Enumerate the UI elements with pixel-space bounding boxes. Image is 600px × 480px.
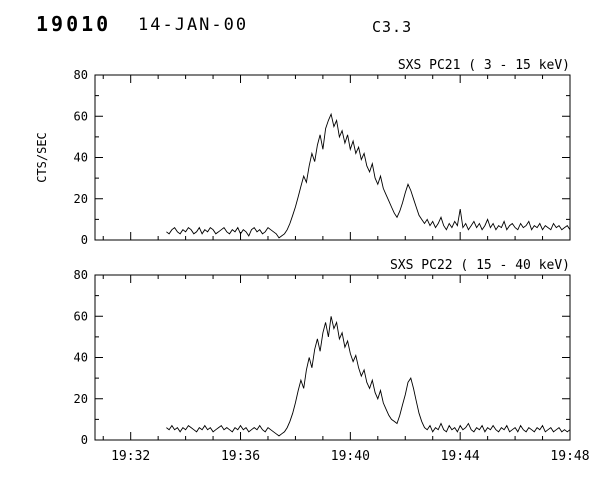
y-tick-label: 0 — [81, 433, 88, 447]
panel-title: SXS PC21 ( 3 - 15 keV) — [398, 58, 570, 73]
panel-frame — [94, 74, 571, 241]
y-tick-label: 60 — [74, 109, 88, 123]
lightcurve-pc21 — [166, 112, 571, 239]
y-tick-label: 60 — [74, 309, 88, 323]
lightcurve-pc22 — [166, 316, 571, 437]
x-tick-label: 19:48 — [550, 449, 589, 464]
x-tick-label: 19:36 — [221, 449, 260, 464]
y-tick-label: 0 — [81, 233, 88, 247]
y-tick-label: 20 — [74, 192, 88, 206]
panel-frame — [94, 274, 571, 441]
y-tick-label: 80 — [74, 68, 88, 82]
event-date: 14-JAN-00 — [138, 15, 249, 35]
event-id: 19010 — [36, 12, 112, 36]
goes-class: C3.3 — [372, 18, 413, 36]
y-tick-label: 40 — [74, 151, 88, 165]
panel-title: SXS PC22 ( 15 - 40 keV) — [390, 258, 570, 273]
y-tick-label: 20 — [74, 392, 88, 406]
y-tick-label: 80 — [74, 268, 88, 282]
y-axis-label: CTS/SEC — [35, 132, 49, 183]
x-tick-label: 19:32 — [111, 449, 150, 464]
x-tick-label: 19:44 — [441, 449, 480, 464]
x-tick-label: 19:40 — [331, 449, 370, 464]
y-tick-label: 40 — [74, 351, 88, 365]
